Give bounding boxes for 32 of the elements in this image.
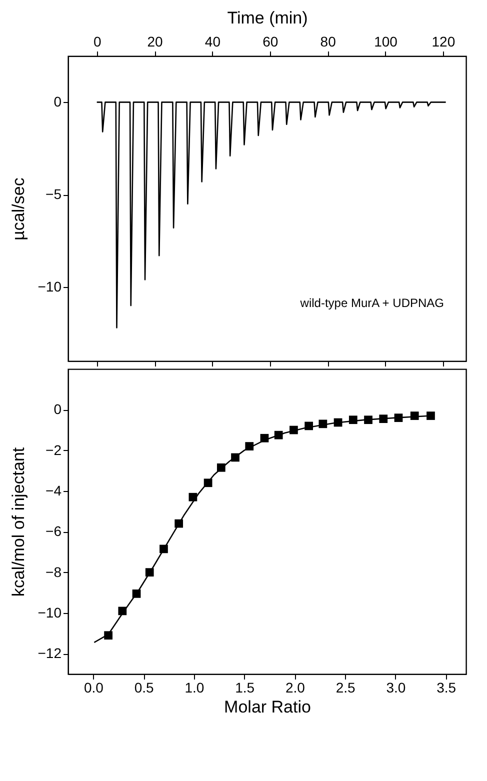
x-tick-label: 1.5 bbox=[235, 680, 255, 696]
x2-tick-label: 60 bbox=[262, 34, 278, 50]
y-tick-label: −10 bbox=[38, 278, 62, 295]
x2-tick-label: 0 bbox=[93, 34, 102, 50]
x2-tick-label: 120 bbox=[432, 34, 456, 50]
x-tick-label: 2.0 bbox=[285, 680, 306, 696]
x-tick-label: 3.0 bbox=[386, 680, 406, 696]
y-tick-label: −6 bbox=[46, 523, 62, 540]
x-tick-label: 0.5 bbox=[134, 680, 154, 696]
x2-tick-label: 100 bbox=[374, 34, 398, 50]
annotation: wild-type MurA + UDPNAG bbox=[299, 296, 444, 310]
y-tick-label: 0 bbox=[54, 94, 62, 110]
x2-tick-label: 80 bbox=[320, 34, 336, 50]
x-tick-label: 2.5 bbox=[336, 680, 356, 696]
y-tick-label: −2 bbox=[46, 442, 62, 458]
line-series bbox=[96, 102, 446, 328]
x-axis-title: Molar Ratio bbox=[224, 698, 311, 716]
x-tick-label: 1.0 bbox=[184, 680, 204, 696]
y-tick-label: −5 bbox=[46, 186, 62, 202]
y-tick-label: −10 bbox=[38, 604, 62, 620]
y-tick-label: −8 bbox=[46, 564, 62, 580]
x2-axis-title: Time (min) bbox=[227, 8, 308, 28]
x2-tick-label: 20 bbox=[147, 34, 164, 50]
x2-tick-label: 40 bbox=[204, 34, 221, 50]
x-tick-label: 3.5 bbox=[436, 680, 456, 696]
y-axis-title: kcal/mol of injectant bbox=[8, 447, 28, 597]
y-tick-label: −4 bbox=[46, 482, 62, 498]
y-tick-label: 0 bbox=[54, 401, 62, 418]
x-tick-label: 0.0 bbox=[84, 680, 104, 696]
y-axis-title: µcal/sec bbox=[8, 177, 28, 240]
y-tick-label: −12 bbox=[38, 645, 62, 662]
point bbox=[426, 412, 435, 420]
